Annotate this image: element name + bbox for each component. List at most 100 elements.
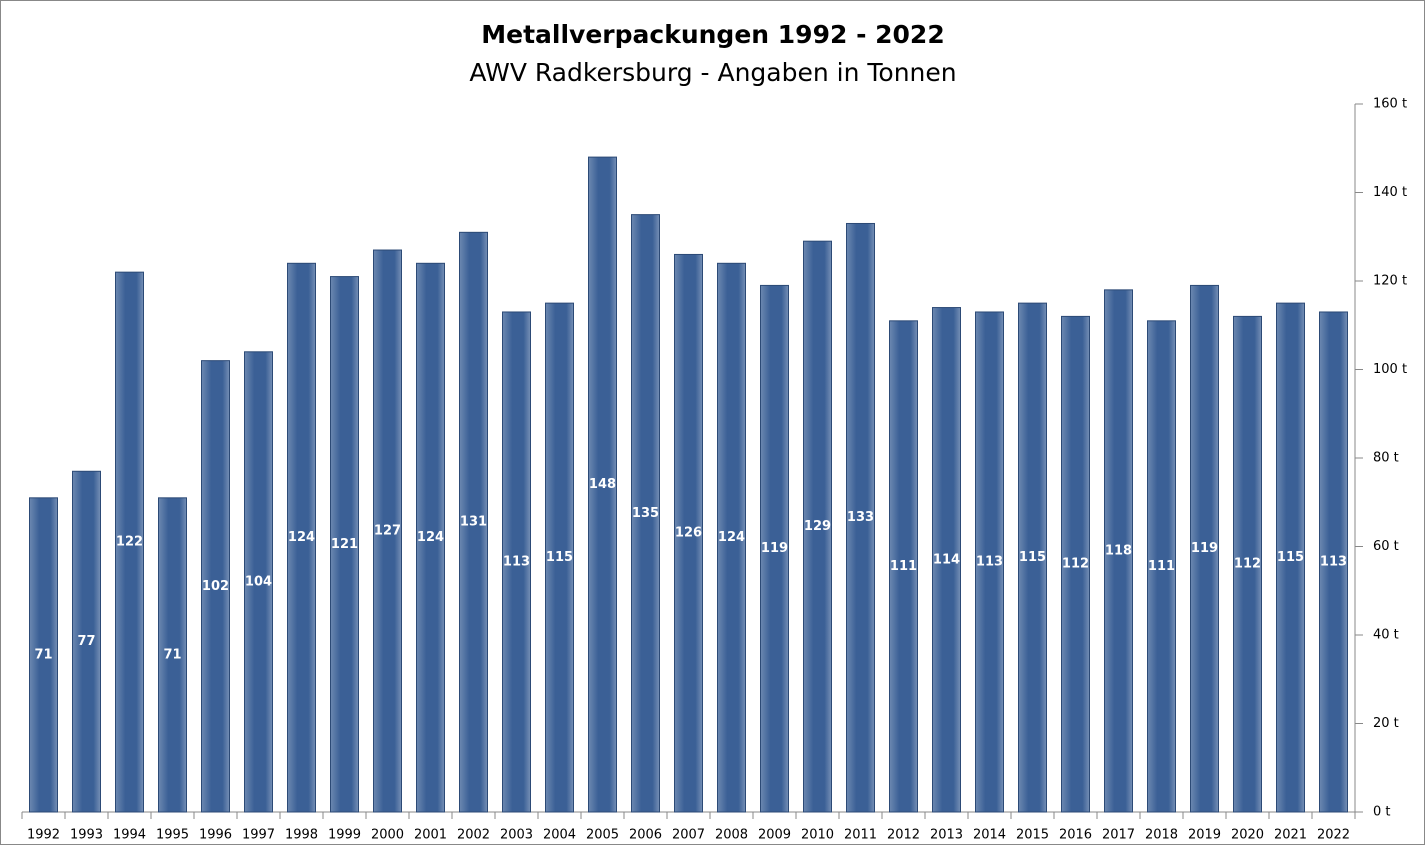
bar [201, 360, 230, 813]
x-tick-label: 2006 [629, 828, 662, 843]
data-label: 131 [460, 515, 487, 530]
bar [1319, 311, 1348, 813]
bar [459, 231, 488, 813]
bar [1104, 289, 1133, 813]
data-label: 115 [1019, 550, 1046, 565]
y-tick-label: 120 t [1373, 274, 1407, 289]
bar [1190, 284, 1219, 813]
bar [1018, 302, 1047, 813]
x-tick-label: 1998 [285, 828, 318, 843]
x-tick-label: 2004 [543, 828, 576, 843]
bar [803, 240, 832, 813]
data-label: 129 [804, 519, 831, 534]
bar [846, 222, 875, 813]
data-label: 121 [331, 537, 358, 552]
y-tick-label: 40 t [1373, 628, 1399, 643]
data-label: 113 [1320, 554, 1347, 569]
x-tick-label: 2014 [973, 828, 1006, 843]
y-tick-label: 60 t [1373, 539, 1399, 554]
data-label: 126 [675, 526, 702, 541]
y-tick-label: 0 t [1373, 805, 1391, 820]
x-tick-label: 2001 [414, 828, 447, 843]
x-tick-label: 2012 [887, 828, 920, 843]
bar [674, 253, 703, 813]
x-tick-label: 2003 [500, 828, 533, 843]
x-tick-label: 2021 [1274, 828, 1307, 843]
x-tick-label: 1999 [328, 828, 361, 843]
bar [72, 470, 101, 813]
y-tick-label: 100 t [1373, 362, 1407, 377]
bar [373, 249, 402, 813]
data-label: 113 [503, 554, 530, 569]
data-label: 124 [417, 530, 444, 545]
data-label: 124 [288, 530, 315, 545]
chart-subtitle: AWV Radkersburg - Angaben in Tonnen [469, 58, 956, 87]
x-tick-label: 2018 [1145, 828, 1178, 843]
bar [760, 284, 789, 813]
data-label: 71 [163, 647, 181, 662]
x-tick-label: 2015 [1016, 828, 1049, 843]
data-label: 111 [1148, 559, 1175, 574]
x-tick-label: 1992 [27, 828, 60, 843]
bar [975, 311, 1004, 813]
x-tick-label: 2002 [457, 828, 490, 843]
bar [1147, 320, 1176, 813]
data-label: 115 [546, 550, 573, 565]
bar [502, 311, 531, 813]
data-label: 135 [632, 506, 659, 521]
y-tick-label: 160 t [1373, 97, 1407, 112]
bar [1061, 315, 1090, 813]
bar [717, 262, 746, 813]
bar [158, 497, 187, 813]
bar [932, 307, 961, 813]
y-tick-label: 20 t [1373, 716, 1399, 731]
x-tick-label: 2019 [1188, 828, 1221, 843]
data-label: 118 [1105, 543, 1132, 558]
data-label: 114 [933, 552, 960, 567]
x-tick-label: 2005 [586, 828, 619, 843]
data-label: 127 [374, 524, 401, 539]
bar [29, 497, 58, 813]
data-label: 77 [77, 634, 95, 649]
x-tick-label: 2009 [758, 828, 791, 843]
x-tick-label: 2007 [672, 828, 705, 843]
x-tick-label: 2020 [1231, 828, 1264, 843]
bar [545, 302, 574, 813]
data-label: 122 [116, 535, 143, 550]
data-label: 119 [1191, 541, 1218, 556]
bar [330, 276, 359, 813]
bar [1233, 315, 1262, 813]
x-tick-label: 1994 [113, 828, 146, 843]
x-tick-label: 2022 [1317, 828, 1350, 843]
x-tick-label: 1993 [70, 828, 103, 843]
x-tick-label: 1997 [242, 828, 275, 843]
data-label: 102 [202, 579, 229, 594]
bar [416, 262, 445, 813]
x-tick-label: 2017 [1102, 828, 1135, 843]
y-tick-label: 80 t [1373, 451, 1399, 466]
data-label: 115 [1277, 550, 1304, 565]
data-label: 104 [245, 574, 272, 589]
bar [889, 320, 918, 813]
data-label: 113 [976, 554, 1003, 569]
x-tick-label: 2010 [801, 828, 834, 843]
x-tick-label: 2013 [930, 828, 963, 843]
bar [631, 214, 660, 813]
chart-title: Metallverpackungen 1992 - 2022 [481, 20, 944, 49]
bar [244, 351, 273, 813]
bar [115, 271, 144, 813]
data-label: 119 [761, 541, 788, 556]
x-tick-label: 2000 [371, 828, 404, 843]
x-tick-label: 2008 [715, 828, 748, 843]
data-label: 112 [1062, 557, 1089, 572]
data-label: 112 [1234, 557, 1261, 572]
x-tick-label: 1995 [156, 828, 189, 843]
data-label: 71 [34, 647, 52, 662]
y-tick-label: 140 t [1373, 185, 1407, 200]
bar [287, 262, 316, 813]
data-label: 148 [589, 477, 616, 492]
data-label: 124 [718, 530, 745, 545]
bar [588, 156, 617, 813]
